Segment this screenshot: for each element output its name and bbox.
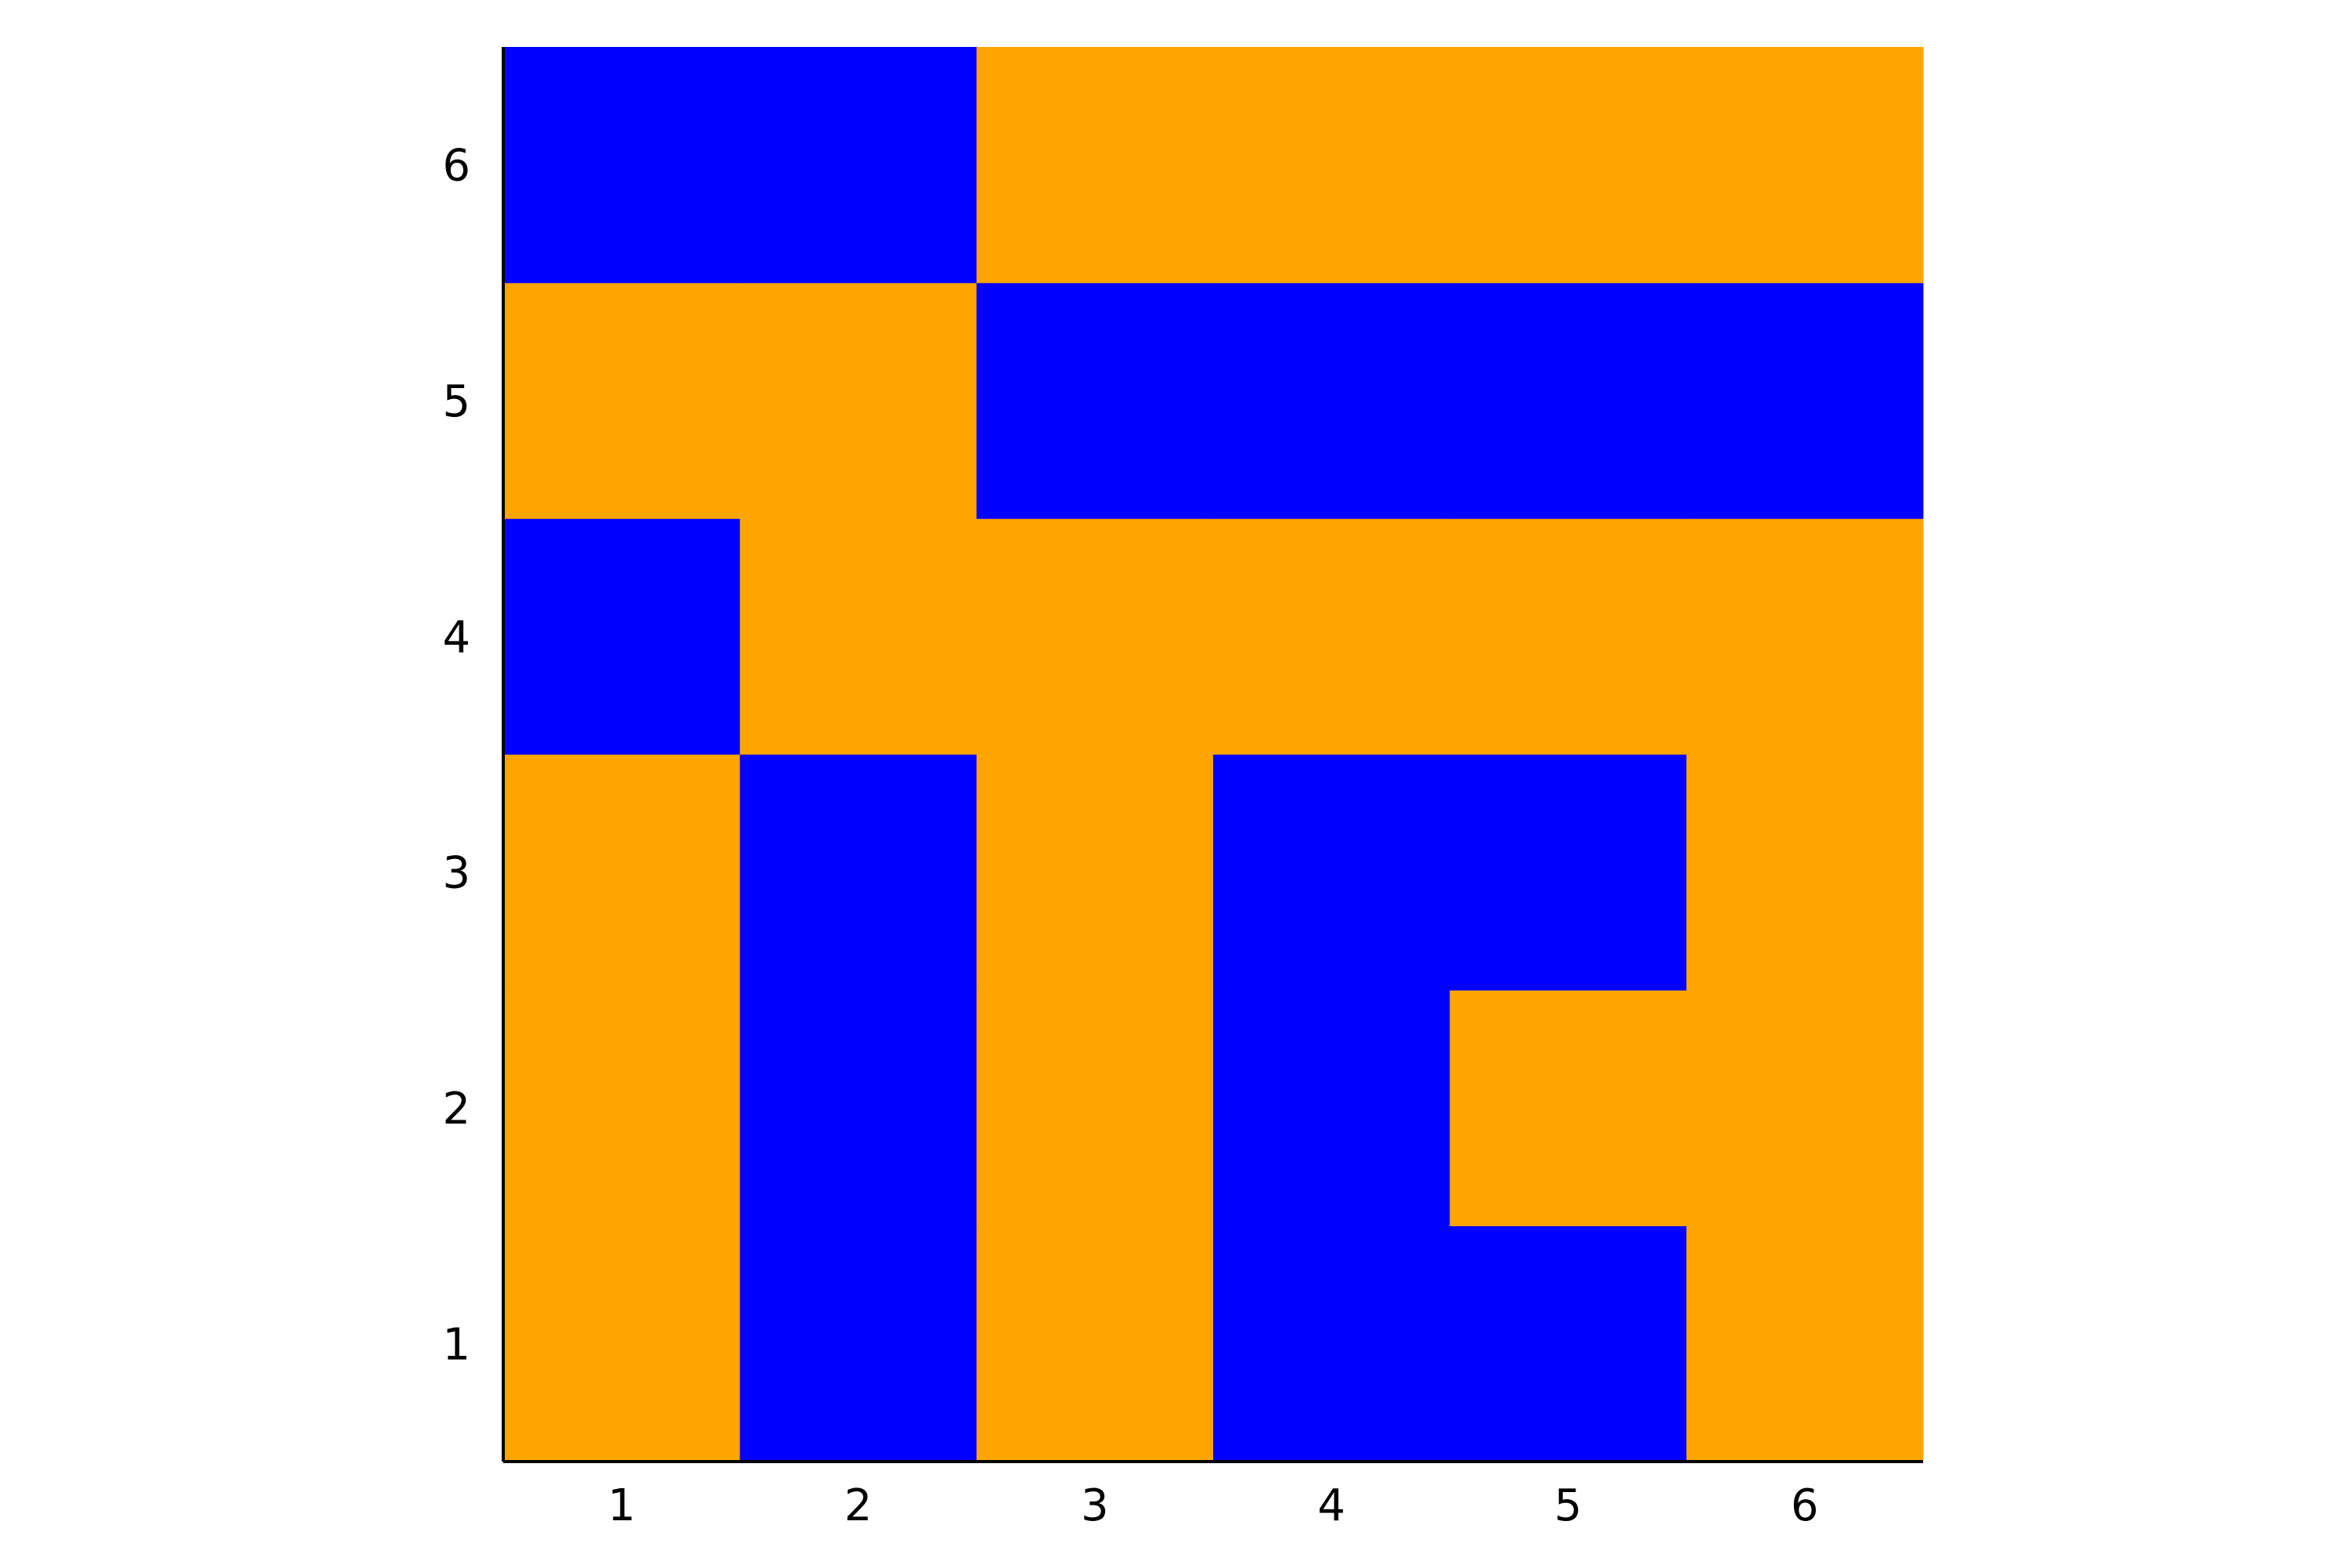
heatmap-cell-x3-y4 bbox=[976, 518, 1214, 755]
y-tick-label: 1 bbox=[442, 1319, 470, 1370]
heatmap-cell-x6-y6 bbox=[1686, 47, 1924, 283]
y-tick-label: 2 bbox=[442, 1084, 470, 1135]
x-tick-label: 1 bbox=[607, 1480, 636, 1531]
heatmap-cell-x3-y1 bbox=[976, 1225, 1214, 1462]
y-tick-label: 5 bbox=[442, 376, 470, 427]
heatmap-cell-x2-y5 bbox=[740, 282, 978, 520]
x-tick-label: 6 bbox=[1791, 1480, 1819, 1531]
heatmap-cell-x2-y3 bbox=[740, 754, 978, 991]
heatmap-cell-x6-y5 bbox=[1686, 282, 1924, 520]
heatmap-cell-x2-y4 bbox=[740, 518, 978, 755]
heatmap-cell-x2-y1 bbox=[740, 1225, 978, 1462]
heatmap-cell-x6-y2 bbox=[1686, 990, 1924, 1227]
x-tick-label: 5 bbox=[1554, 1480, 1583, 1531]
heatmap-cell-x4-y4 bbox=[1213, 518, 1450, 755]
heatmap-cell-x5-y1 bbox=[1449, 1225, 1687, 1462]
heatmap-cell-x6-y3 bbox=[1686, 754, 1924, 991]
x-tick-label: 2 bbox=[844, 1480, 873, 1531]
heatmap-cell-x5-y3 bbox=[1449, 754, 1687, 991]
y-tick-label: 3 bbox=[442, 848, 470, 899]
heatmap-cell-x1-y1 bbox=[503, 1225, 740, 1462]
heatmap-cell-x3-y3 bbox=[976, 754, 1214, 991]
heatmap-cells bbox=[503, 47, 1924, 1462]
heatmap-cell-x2-y6 bbox=[740, 47, 978, 283]
heatmap-cell-x1-y6 bbox=[503, 47, 740, 283]
heatmap-cell-x4-y3 bbox=[1213, 754, 1450, 991]
axes bbox=[502, 47, 1923, 1463]
heatmap-cell-x4-y5 bbox=[1213, 282, 1450, 520]
heatmap-cell-x5-y5 bbox=[1449, 282, 1687, 520]
y-tick-label: 6 bbox=[442, 141, 470, 192]
heatmap-cell-x5-y4 bbox=[1449, 518, 1687, 755]
y-tick-labels: 1 2 3 4 5 6 bbox=[442, 141, 470, 1371]
heatmap-cell-x4-y1 bbox=[1213, 1225, 1450, 1462]
x-tick-labels: 1 2 3 4 5 6 bbox=[607, 1480, 1818, 1531]
heatmap-cell-x3-y5 bbox=[976, 282, 1214, 520]
heatmap-cell-x1-y4 bbox=[503, 518, 740, 755]
heatmap-cell-x1-y3 bbox=[503, 754, 740, 991]
y-tick-label: 4 bbox=[442, 612, 470, 663]
heatmap-cell-x4-y6 bbox=[1213, 47, 1450, 283]
x-tick-label: 4 bbox=[1317, 1480, 1345, 1531]
heatmap-cell-x4-y2 bbox=[1213, 990, 1450, 1227]
x-tick-label: 3 bbox=[1081, 1480, 1109, 1531]
heatmap-cell-x1-y2 bbox=[503, 990, 740, 1227]
heatmap-cell-x5-y2 bbox=[1449, 990, 1687, 1227]
heatmap-cell-x2-y2 bbox=[740, 990, 978, 1227]
heatmap-cell-x6-y1 bbox=[1686, 1225, 1924, 1462]
heatmap-cell-x3-y6 bbox=[976, 47, 1214, 283]
heatmap-cell-x6-y4 bbox=[1686, 518, 1924, 755]
heatmap-cell-x3-y2 bbox=[976, 990, 1214, 1227]
heatmap-cell-x1-y5 bbox=[503, 282, 740, 520]
heatmap-cell-x5-y6 bbox=[1449, 47, 1687, 283]
